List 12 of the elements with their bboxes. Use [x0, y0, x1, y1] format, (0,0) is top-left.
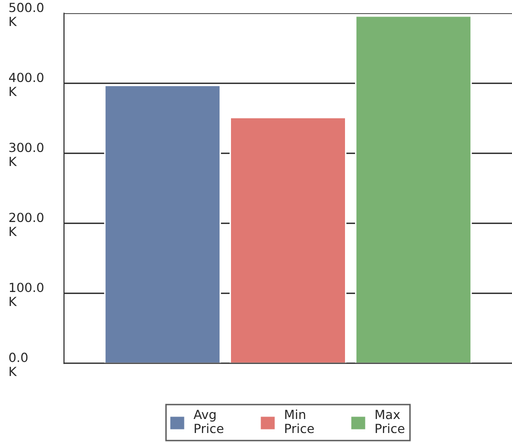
legend-label: Min Price — [285, 410, 314, 434]
y-tick-label: 400.0 K — [9, 72, 44, 96]
legend-label: Avg Price — [194, 410, 224, 434]
bar — [104, 84, 221, 364]
legend-label: Max Price — [376, 410, 404, 434]
y-tick-label: 0.0 K — [9, 352, 28, 376]
y-tick-label: 100.0 K — [10, 282, 44, 306]
y-tick-label: 500.0 K — [9, 2, 44, 26]
y-tick-label: 200.0 K — [9, 212, 44, 236]
bar — [230, 116, 346, 364]
bar — [355, 15, 472, 364]
y-tick-label: 300.0 K — [9, 142, 44, 166]
